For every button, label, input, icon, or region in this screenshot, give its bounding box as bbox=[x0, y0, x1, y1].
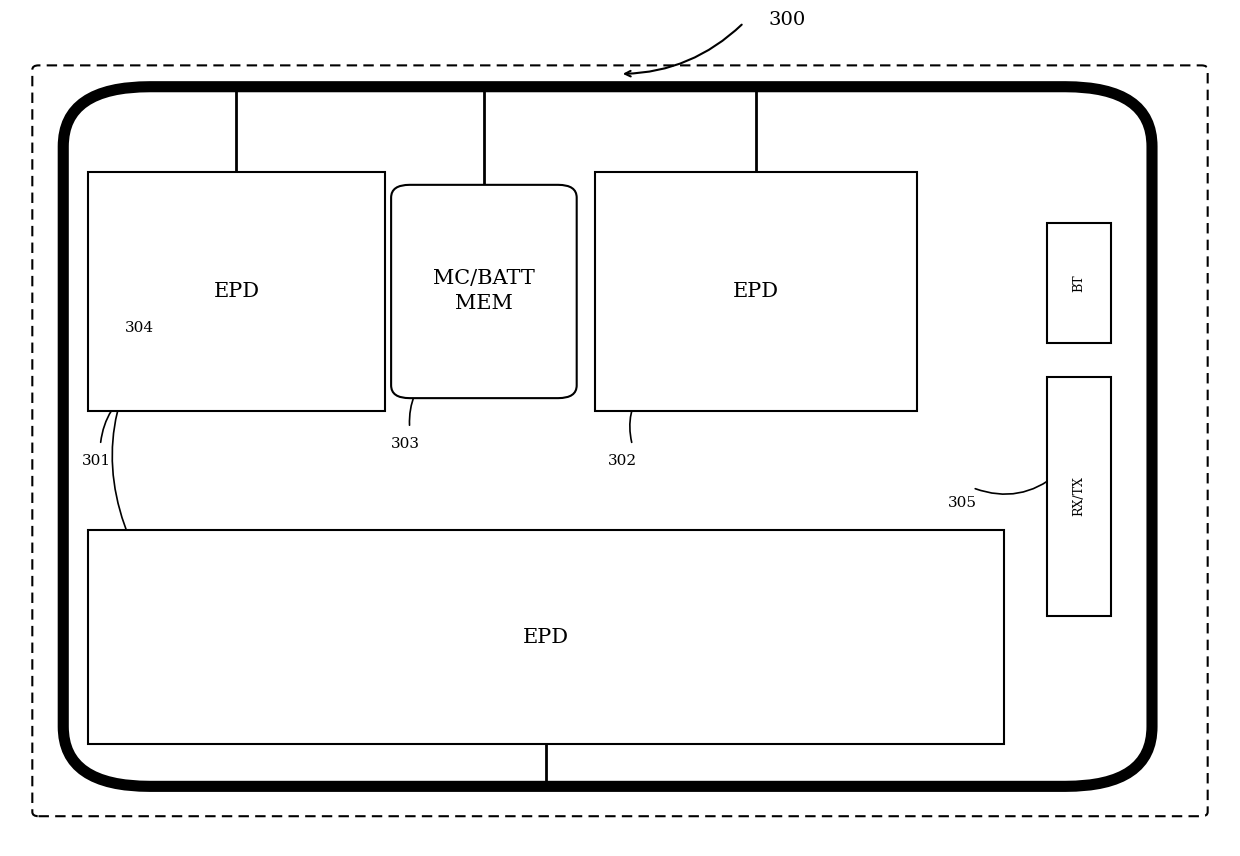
Text: 303: 303 bbox=[391, 437, 420, 450]
Text: MC/BATT
MEM: MC/BATT MEM bbox=[433, 270, 534, 313]
FancyBboxPatch shape bbox=[88, 531, 1003, 744]
FancyBboxPatch shape bbox=[595, 172, 916, 411]
FancyBboxPatch shape bbox=[63, 86, 1152, 787]
FancyBboxPatch shape bbox=[32, 65, 1208, 817]
Text: EPD: EPD bbox=[733, 282, 779, 301]
FancyBboxPatch shape bbox=[88, 172, 384, 411]
Text: 304: 304 bbox=[125, 321, 154, 336]
FancyBboxPatch shape bbox=[1047, 223, 1111, 342]
Text: 300: 300 bbox=[769, 11, 806, 29]
Text: 302: 302 bbox=[608, 454, 637, 467]
FancyBboxPatch shape bbox=[391, 185, 577, 398]
Text: EPD: EPD bbox=[523, 627, 569, 646]
Text: BT: BT bbox=[1073, 274, 1085, 292]
Text: RX/TX: RX/TX bbox=[1073, 476, 1085, 516]
FancyBboxPatch shape bbox=[1047, 377, 1111, 615]
Text: EPD: EPD bbox=[213, 282, 259, 301]
Text: 301: 301 bbox=[82, 454, 110, 467]
Text: 305: 305 bbox=[947, 496, 977, 510]
